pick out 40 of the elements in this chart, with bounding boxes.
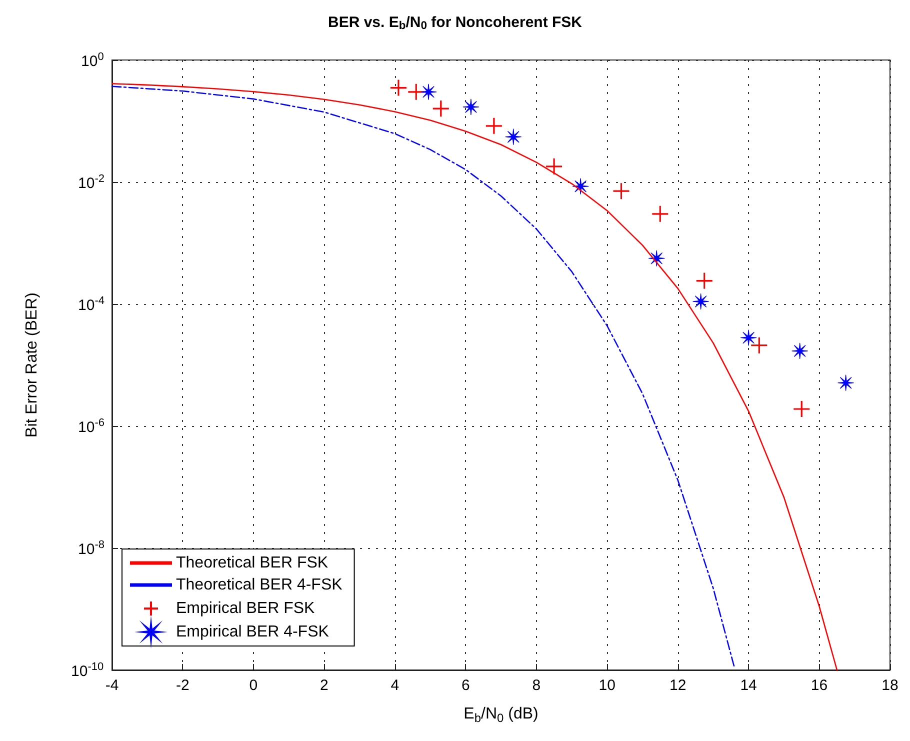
- y-tick-label: 10$^{-10}$: [71, 660, 104, 680]
- y-axis-title: Bit Error Rate (BER): [24, 292, 40, 438]
- x-tick-label: 12: [669, 677, 686, 694]
- x-tick-label: 16: [810, 677, 828, 694]
- legend-label: Theoretical BER 4-FSK: [176, 576, 343, 594]
- point: [462, 98, 480, 116]
- point: [837, 374, 854, 392]
- x-tick-label: 6: [461, 677, 470, 694]
- point: [420, 84, 437, 100]
- y-tick-label: 10$^{-6}$: [78, 416, 104, 436]
- x-tick-label: 2: [320, 677, 328, 694]
- point: [407, 83, 425, 101]
- point: [545, 158, 563, 176]
- x-tick-label: 8: [532, 677, 541, 694]
- point: [485, 117, 503, 135]
- point: [792, 400, 810, 418]
- point: [792, 342, 808, 360]
- y-tick-label: 10$^{-8}$: [78, 538, 104, 558]
- legend-label: Theoretical BER FSK: [176, 554, 328, 572]
- x-tick-label: 4: [390, 677, 400, 694]
- legend-label: Empirical BER FSK: [176, 600, 316, 617]
- point: [740, 329, 757, 346]
- point: [505, 128, 522, 146]
- point: [390, 79, 408, 97]
- point: [651, 205, 669, 223]
- point: [612, 182, 630, 200]
- point: [696, 272, 714, 290]
- legend-label: Empirical BER 4-FSK: [176, 624, 330, 640]
- x-tick-label: 14: [740, 677, 757, 694]
- x-tick-label: -4: [105, 677, 119, 694]
- x-tick-label: 18: [882, 677, 898, 694]
- y-tick-label: 10$^{-2}$: [78, 172, 104, 192]
- x-tick-label: 0: [249, 677, 258, 694]
- point: [692, 293, 710, 310]
- point: [750, 336, 768, 354]
- y-tick-label: 10$^{0}$: [81, 50, 104, 70]
- point: [432, 100, 450, 118]
- x-tick-label: -2: [176, 677, 190, 694]
- x-tick-label: 10: [598, 677, 616, 694]
- y-tick-label: 10$^{-4}$: [78, 294, 104, 314]
